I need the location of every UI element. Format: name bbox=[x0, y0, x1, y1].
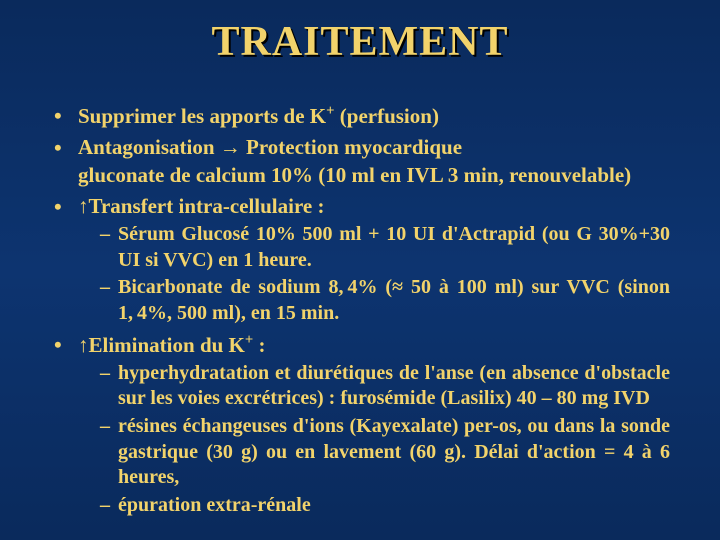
bullet-3-sublist: Sérum Glucosé 10% 500 ml + 10 UI d'Actra… bbox=[78, 222, 670, 326]
bullet-3: ↑Transfert intra-cellulaire : Sérum Gluc… bbox=[50, 193, 670, 327]
bullet-4: ↑Elimination du K+ : hyperhydratation et… bbox=[50, 331, 670, 519]
bullet-1-text-a: Supprimer les apports de K bbox=[78, 104, 326, 128]
bullet-3-sub-2: Bicarbonate de sodium 8, 4% (≈ 50 à 100 … bbox=[100, 275, 670, 326]
approx-icon: ≈ bbox=[392, 276, 403, 298]
bullet-4-sub-1: hyperhydratation et diurétiques de l'ans… bbox=[100, 361, 670, 412]
bullet-4-sub-3: épuration extra-rénale bbox=[100, 493, 670, 519]
bullet-3-text: Transfert intra-cellulaire : bbox=[89, 194, 325, 218]
bullet-4-sup: + bbox=[245, 332, 253, 348]
arrow-up-icon: ↑ bbox=[78, 194, 89, 218]
bullet-1-sup: + bbox=[326, 103, 334, 119]
bullet-4-text-b: : bbox=[253, 333, 265, 357]
bullet-3-sub-2-a: Bicarbonate de sodium 8, 4% ( bbox=[118, 276, 392, 298]
bullet-2-text-a: Antagonisation bbox=[78, 135, 220, 159]
bullet-3-sub-1: Sérum Glucosé 10% 500 ml + 10 UI d'Actra… bbox=[100, 222, 670, 273]
arrow-up-icon-2: ↑ bbox=[78, 333, 89, 357]
bullet-2-text-b: Protection myocardique bbox=[241, 135, 462, 159]
slide: TRAITEMENT Supprimer les apports de K+ (… bbox=[0, 0, 720, 540]
bullet-4-sublist: hyperhydratation et diurétiques de l'ans… bbox=[78, 361, 670, 519]
bullet-4-sub-2: résines échangeuses d'ions (Kayexalate) … bbox=[100, 414, 670, 491]
bullet-4-text-a: Elimination du K bbox=[89, 333, 245, 357]
bullet-2: Antagonisation → Protection myocardique … bbox=[50, 134, 670, 189]
arrow-right-icon: → bbox=[220, 135, 241, 159]
bullet-2-line2: gluconate de calcium 10% (10 ml en IVL 3… bbox=[78, 162, 670, 189]
bullet-list: Supprimer les apports de K+ (perfusion) … bbox=[40, 102, 680, 518]
slide-title: TRAITEMENT bbox=[40, 18, 680, 66]
bullet-1-text-b: (perfusion) bbox=[335, 104, 439, 128]
bullet-1: Supprimer les apports de K+ (perfusion) bbox=[50, 102, 670, 130]
